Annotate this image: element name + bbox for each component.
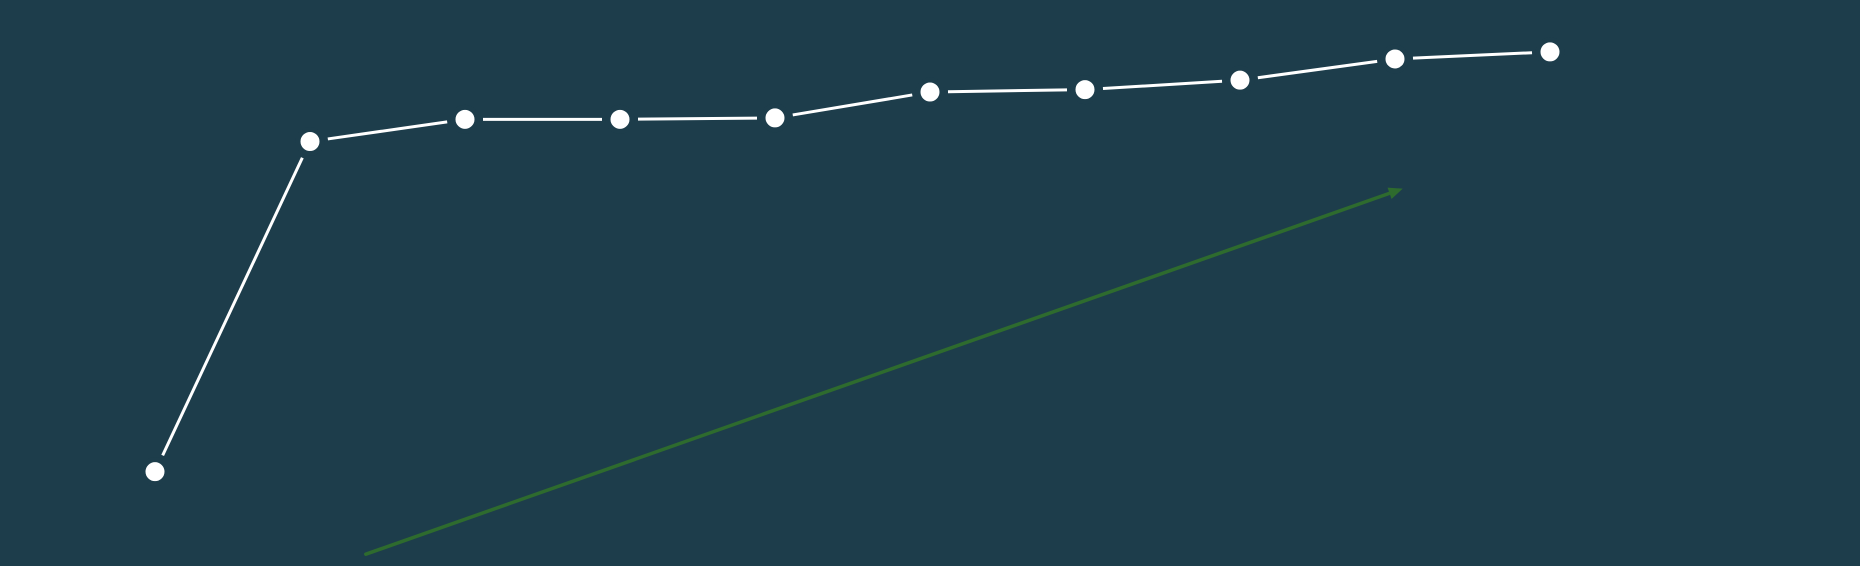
series-segment — [1102, 79, 1223, 91]
data-point — [605, 104, 635, 134]
data-point — [760, 103, 790, 133]
series-segment — [327, 120, 448, 141]
annotations — [364, 187, 1403, 556]
data-point — [1225, 65, 1255, 95]
data-point — [295, 127, 325, 156]
data-point — [1535, 37, 1565, 67]
series-segment — [947, 88, 1068, 94]
trend-arrow-line — [364, 188, 1399, 556]
series-segment — [161, 157, 304, 457]
series-lines — [161, 51, 1533, 457]
trend-arrow-head — [1387, 187, 1403, 199]
series-segment — [1412, 51, 1533, 60]
series-segment — [1257, 59, 1378, 80]
data-point — [1070, 75, 1100, 105]
series-segment — [637, 116, 758, 121]
series-segment — [792, 93, 913, 117]
data-point — [450, 104, 480, 134]
data-point — [915, 77, 945, 107]
data-point — [1380, 44, 1410, 74]
series-points — [140, 37, 1565, 487]
data-point — [140, 457, 170, 487]
